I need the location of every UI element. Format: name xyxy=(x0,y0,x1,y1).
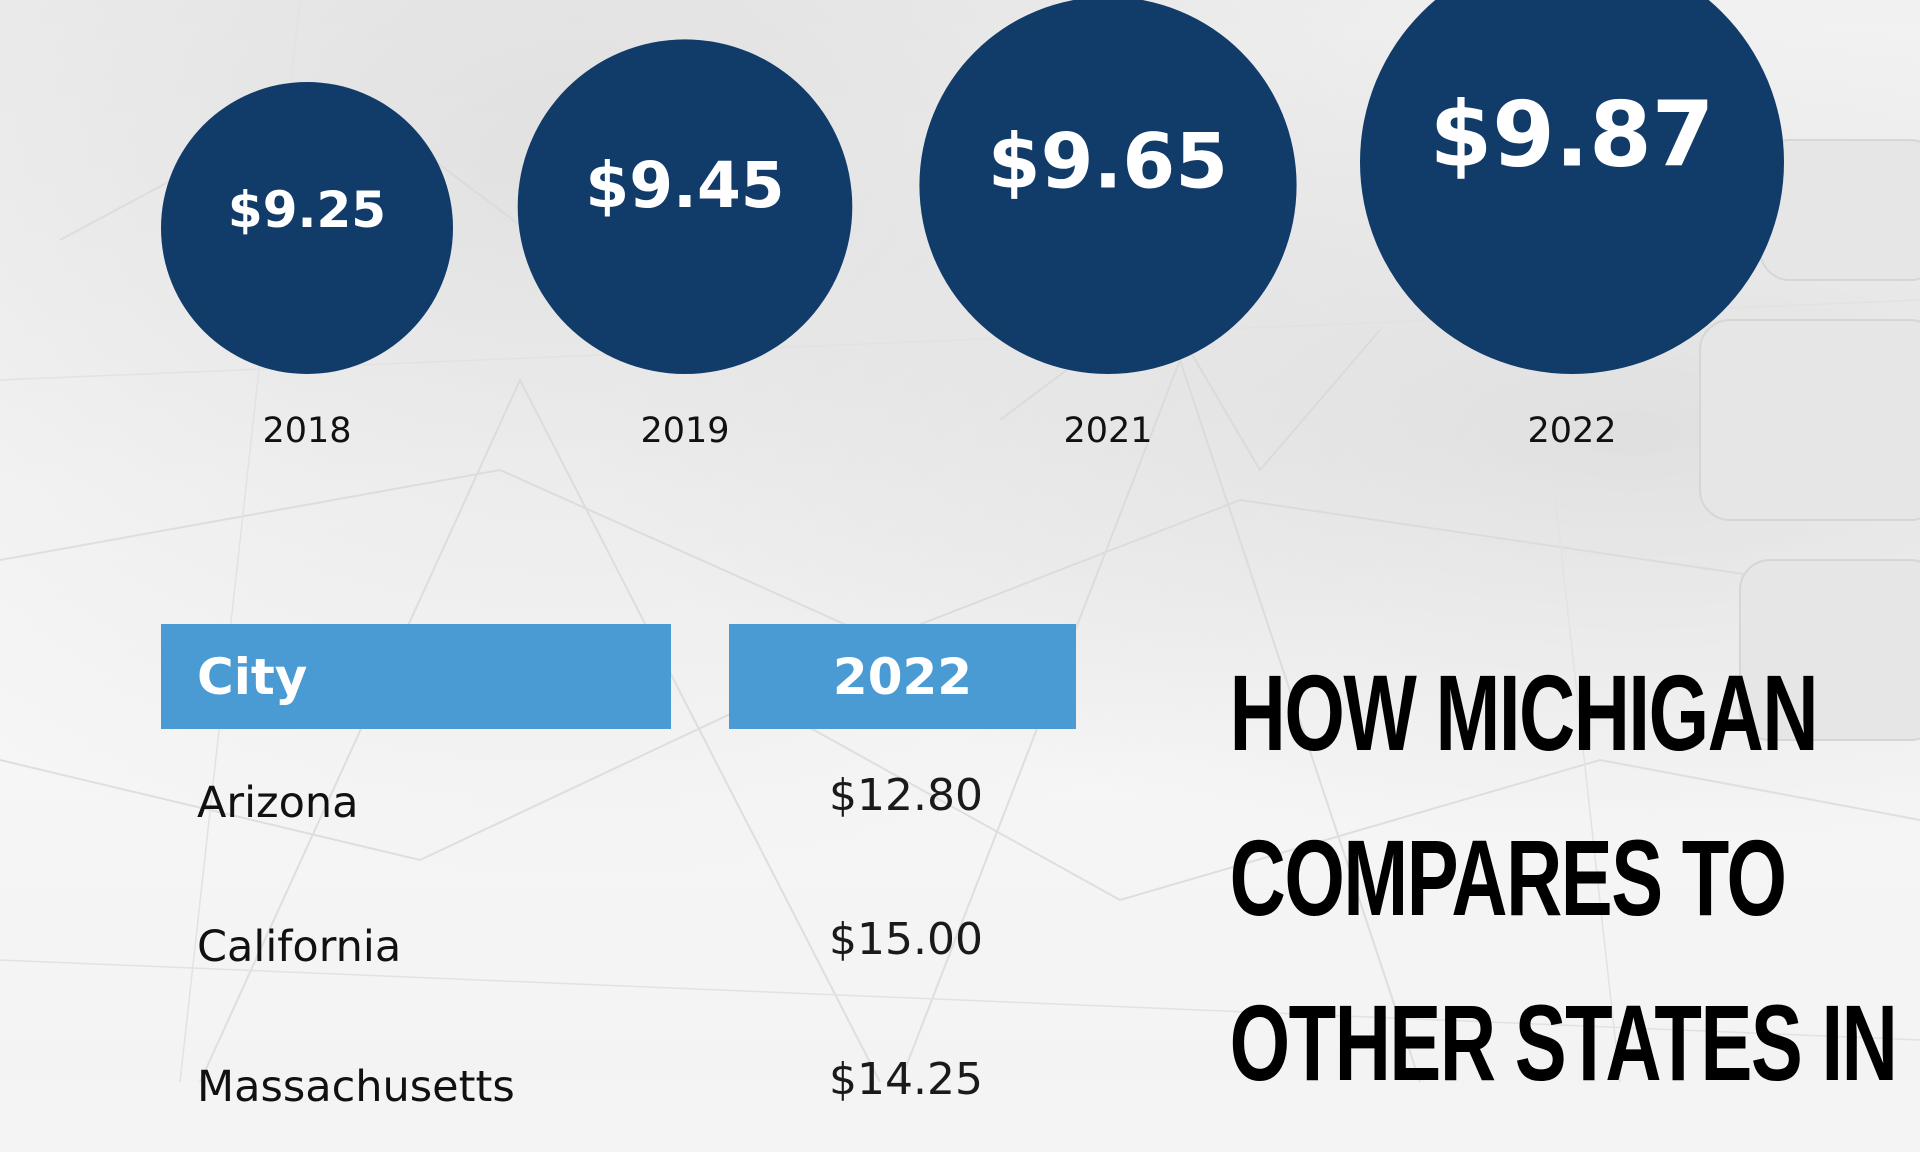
wage-bubble-2018 xyxy=(161,82,453,374)
bubble-value-label: $9.25 xyxy=(228,181,386,239)
year-label: 2019 xyxy=(640,411,729,451)
bubble-value-label: $9.45 xyxy=(585,149,784,222)
table-row: Arizona $12.80 xyxy=(161,770,1076,868)
headline-line: COMPARES TO xyxy=(1229,817,1787,938)
year-label: 2021 xyxy=(1063,411,1152,451)
wage-bubble-chart: $9.25 2018 $9.45 2019 $9.65 2021 $9.87 2022 xyxy=(161,0,1784,451)
table-cell-state: Massachusetts xyxy=(197,1062,515,1112)
year-label: 2022 xyxy=(1527,411,1616,451)
wage-bubble-2019 xyxy=(517,39,853,374)
bubble-value-label: $9.87 xyxy=(1430,83,1715,188)
table-cell-wage: $12.80 xyxy=(829,770,983,821)
table-row: Massachusetts $14.25 xyxy=(161,1054,1076,1152)
table-cell-state: Arizona xyxy=(197,778,359,828)
headline: HOW MICHIGAN COMPARES TO OTHER STATES IN xyxy=(1229,630,1898,1125)
headline-line: OTHER STATES IN xyxy=(1229,982,1898,1103)
table-header-city: City xyxy=(161,624,671,729)
bubble-value-label: $9.65 xyxy=(988,117,1228,206)
table-header-city-label: City xyxy=(197,647,308,706)
table-row: California $15.00 xyxy=(161,914,1076,1012)
table-cell-wage: $15.00 xyxy=(829,914,983,965)
wage-bubble-2022 xyxy=(1360,0,1784,374)
table-cell-state: California xyxy=(197,922,402,972)
table-cell-wage: $14.25 xyxy=(829,1054,983,1105)
year-label: 2018 xyxy=(262,411,351,451)
wage-bubble-2021 xyxy=(919,0,1297,374)
headline-line: HOW MICHIGAN xyxy=(1229,652,1819,773)
table-header-year: 2022 xyxy=(729,624,1076,729)
table-header-year-label: 2022 xyxy=(832,647,973,706)
